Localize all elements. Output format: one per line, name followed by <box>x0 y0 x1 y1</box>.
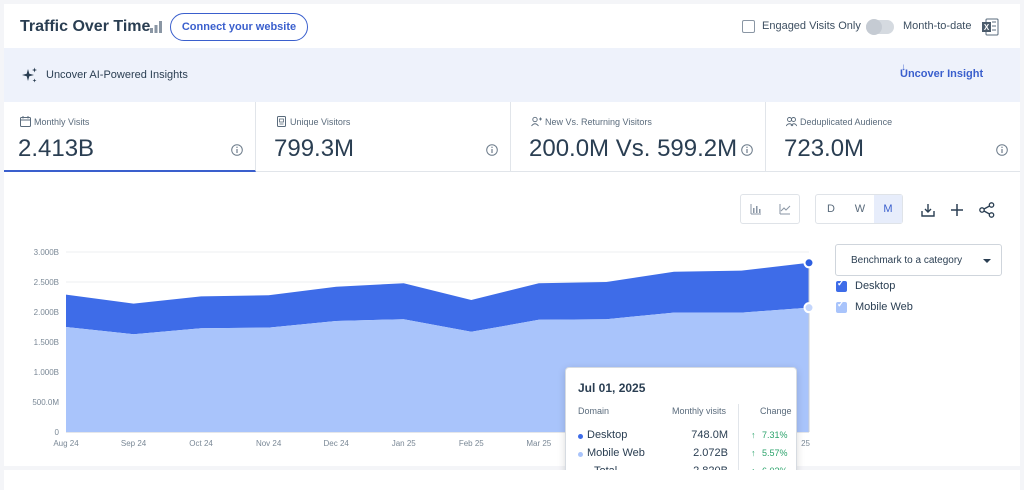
tooltip-col-visits: Monthly visits <box>672 406 727 416</box>
x-tick-label: Dec 24 <box>324 439 350 448</box>
line-view-icon <box>779 204 791 215</box>
tooltip-col-domain: Domain <box>578 406 610 416</box>
legend-checkbox[interactable]: ✓ <box>836 299 847 313</box>
x-tick-label: 25 <box>801 439 810 448</box>
tooltip-row-mobile-web: Mobile Web 2.072B ↑ 5.57% <box>566 447 798 463</box>
calendar-icon <box>20 116 31 127</box>
arrow-down-icon: ↓ <box>901 62 906 73</box>
tooltip-row-desktop: Desktop 748.0M ↑ 7.31% <box>566 429 798 445</box>
info-icon[interactable] <box>486 144 498 156</box>
traffic-panel: Traffic Over Time Connect your website E… <box>4 4 1020 489</box>
excel-icon[interactable]: X <box>981 18 999 36</box>
chevron-down-icon <box>983 259 991 263</box>
granularity-month-button[interactable]: M <box>874 195 902 223</box>
desktop-area <box>66 262 809 335</box>
metric-value: 2.413B <box>18 135 95 162</box>
info-icon[interactable] <box>231 144 243 156</box>
ai-insights-banner: Uncover AI-Powered Insights ↓ Uncover In… <box>4 48 1020 102</box>
panel-title: Traffic Over Time <box>20 18 151 35</box>
tooltip-domain: Mobile Web <box>587 447 645 459</box>
y-tick-label: 1.000B <box>34 368 59 377</box>
legend-checkbox[interactable]: ✓ <box>836 278 847 292</box>
connect-website-button[interactable]: Connect your website <box>170 13 308 41</box>
tooltip-col-change: Change <box>760 406 792 416</box>
metric-unique-visitors[interactable]: Unique Visitors 799.3M <box>256 102 511 172</box>
y-tick-label: 2.500B <box>34 278 59 287</box>
users-icon <box>786 117 797 127</box>
metric-value: 799.3M <box>274 135 355 162</box>
metric-monthly-visits[interactable]: Monthly Visits 2.413B <box>4 102 256 172</box>
line-chart-view-button[interactable] <box>771 195 799 223</box>
chart-type-toggle <box>740 194 800 224</box>
metric-label: Monthly Visits <box>34 117 90 127</box>
y-tick-label: 3.000B <box>34 248 59 257</box>
metric-label: Deduplicated Audience <box>800 117 893 127</box>
month-to-date-label: Month-to-date <box>903 20 972 32</box>
x-tick-label: Jan 25 <box>392 439 417 448</box>
tooltip-divider <box>738 404 739 478</box>
toggle-knob <box>866 19 882 35</box>
x-tick-label: Sep 24 <box>121 439 147 448</box>
granularity-week-button[interactable]: W <box>854 203 866 215</box>
arrow-up-icon: ↑ <box>751 430 756 440</box>
metric-value: 723.0M <box>784 135 865 162</box>
desktop-point-marker <box>803 257 815 269</box>
tooltip-domain: Desktop <box>587 429 628 441</box>
granularity-day-button[interactable]: D <box>827 203 835 215</box>
tooltip-change: 7.31% <box>762 430 788 440</box>
next-panel-edge <box>4 470 1020 490</box>
metric-deduplicated-audience[interactable]: Deduplicated Audience 723.0M <box>766 102 1020 172</box>
y-tick-label: 2.000B <box>34 308 59 317</box>
uncover-insight-link[interactable]: Uncover Insight <box>900 68 984 80</box>
panel-header: Traffic Over Time Connect your website E… <box>4 4 1020 48</box>
check-icon: ✓ <box>837 299 845 309</box>
metric-value: 200.0M Vs. 599.2M <box>529 135 738 162</box>
benchmark-label: Benchmark to a category <box>851 255 963 266</box>
tooltip-change: 5.57% <box>762 448 788 458</box>
bar-view-icon <box>750 204 761 215</box>
y-tick-label: 500.0M <box>32 398 59 407</box>
benchmark-dropdown[interactable]: Benchmark to a category <box>835 244 1002 276</box>
x-tick-label: Oct 24 <box>189 439 213 448</box>
y-tick-label: 0 <box>55 428 60 437</box>
info-icon[interactable] <box>996 144 1008 156</box>
granularity-toggle: D W M <box>815 194 903 224</box>
x-tick-label: Aug 24 <box>53 439 79 448</box>
mobile-web-dot <box>578 452 583 457</box>
check-icon: ✓ <box>837 278 845 288</box>
x-tick-label: Nov 24 <box>256 439 282 448</box>
share-icon[interactable] <box>979 202 995 218</box>
metric-label: Unique Visitors <box>290 117 351 127</box>
metric-new-vs-returning[interactable]: New Vs. Returning Visitors 200.0M Vs. 59… <box>511 102 766 172</box>
insights-text: Uncover AI-Powered Insights <box>46 69 188 81</box>
tooltip-value: 748.0M <box>691 429 728 441</box>
add-user-icon <box>531 116 542 127</box>
svg-text:X: X <box>984 23 990 32</box>
tooltip-value: 2.072B <box>693 447 728 459</box>
legend-label: Desktop <box>855 280 896 292</box>
x-tick-label: Mar 25 <box>526 439 551 448</box>
x-tick-label: Feb 25 <box>459 439 484 448</box>
bar-chart-view-button[interactable] <box>742 195 770 223</box>
document-icon <box>277 116 286 127</box>
download-icon[interactable] <box>921 203 935 217</box>
legend-label: Mobile Web <box>855 301 913 313</box>
tooltip-date: Jul 01, 2025 <box>578 381 646 395</box>
arrow-up-icon: ↑ <box>751 448 756 458</box>
sparkle-icon <box>22 67 37 83</box>
mobile-point-marker <box>803 302 815 314</box>
engaged-visits-checkbox[interactable] <box>742 20 755 33</box>
bar-chart-icon[interactable] <box>150 21 162 33</box>
desktop-dot <box>578 434 583 439</box>
info-icon[interactable] <box>741 144 753 156</box>
y-tick-label: 1.500B <box>34 338 59 347</box>
engaged-visits-label: Engaged Visits Only <box>762 20 861 32</box>
metric-label: New Vs. Returning Visitors <box>545 117 652 127</box>
plus-icon[interactable] <box>950 203 964 217</box>
